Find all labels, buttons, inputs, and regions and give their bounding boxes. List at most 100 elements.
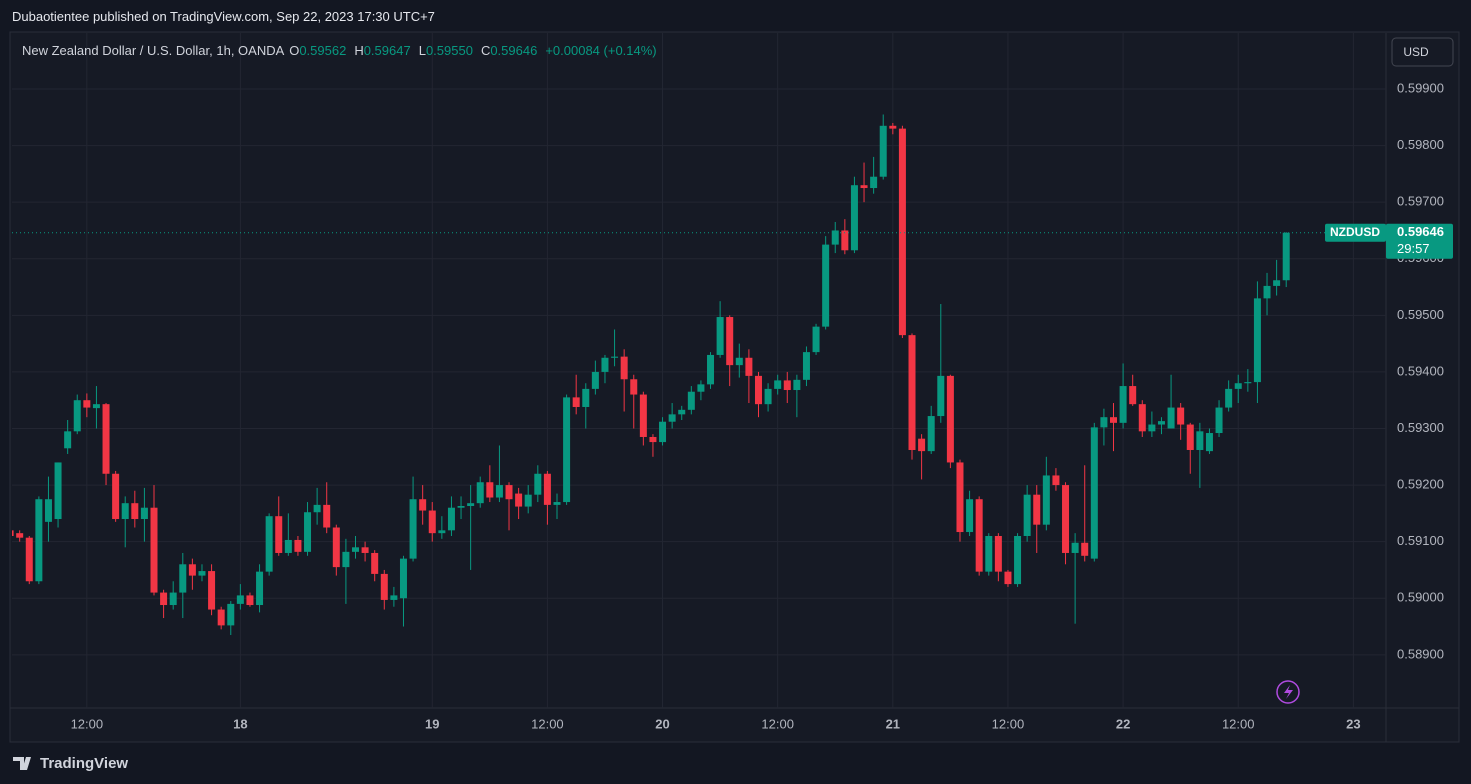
candle-body [236, 595, 244, 604]
candle-body [649, 436, 657, 443]
candle-body [620, 356, 628, 380]
candle-body [92, 404, 100, 409]
candle-body [1090, 427, 1098, 559]
candle-body [1129, 386, 1137, 405]
candle-body [524, 494, 532, 507]
candle-body [802, 352, 810, 380]
candle-body [54, 462, 62, 520]
candle-body [121, 503, 129, 520]
y-tick-label: 0.58900 [1397, 646, 1444, 661]
candle-body [380, 573, 388, 600]
candle-body [457, 506, 465, 508]
x-tick-label: 12:00 [992, 716, 1025, 731]
candle-body [1282, 232, 1290, 281]
x-tick-label: 23 [1346, 716, 1360, 731]
candle-body [1205, 433, 1213, 452]
candle-body [409, 499, 417, 559]
x-tick-label: 19 [425, 716, 439, 731]
candle-body [1253, 298, 1261, 383]
candle-body [332, 527, 340, 568]
countdown-text: 29:57 [1397, 241, 1430, 256]
candle-body [1023, 494, 1031, 536]
candle-body [927, 416, 935, 452]
candle-body [591, 371, 599, 389]
candle-body [966, 499, 974, 533]
candle-body [16, 533, 24, 538]
close-label: C [480, 43, 491, 58]
candle-body [1177, 407, 1185, 425]
high-value: 0.59647 [363, 43, 411, 58]
candle-body [1033, 494, 1041, 525]
candle-body [908, 335, 916, 450]
x-tick-label: 21 [886, 716, 900, 731]
y-tick-label: 0.59800 [1397, 137, 1444, 152]
candle-body [668, 414, 676, 422]
candle-body [563, 397, 571, 503]
candle-body [946, 375, 954, 463]
candle-body [304, 512, 312, 552]
candle-body [1071, 542, 1079, 553]
y-tick-label: 0.59700 [1397, 194, 1444, 209]
candle-body [956, 462, 964, 533]
candle-body [160, 592, 168, 606]
candle-body [1148, 424, 1156, 432]
x-tick-label: 12:00 [1222, 716, 1255, 731]
x-tick-label: 12:00 [531, 716, 564, 731]
candle-body [1234, 383, 1242, 389]
candle-body [169, 592, 177, 606]
candle-body [313, 504, 321, 513]
brand-logo [13, 757, 31, 770]
candle-body [246, 595, 254, 606]
candle-body [361, 547, 369, 553]
grid [12, 33, 1386, 708]
candle-body [227, 603, 235, 626]
change: +0.00084 (+0.14%) [545, 43, 657, 58]
currency-button[interactable] [1391, 37, 1454, 67]
candle-body [1062, 485, 1070, 553]
candle-body [1157, 421, 1165, 425]
candle-body [1225, 388, 1233, 408]
candle-body [543, 473, 551, 505]
candle-body [150, 507, 158, 593]
candle-body [208, 571, 216, 610]
symbol-tag [1325, 223, 1386, 242]
candle-body [1273, 280, 1281, 286]
candle-body [1100, 417, 1108, 428]
candle-body [1186, 424, 1194, 450]
candle-body [476, 482, 484, 504]
symbol-tag-text: NZDUSD [1330, 225, 1380, 239]
price-tag-text: 0.59646 [1397, 224, 1444, 239]
candle-body [822, 244, 830, 327]
candle-body [140, 507, 148, 520]
candle-body [131, 503, 139, 520]
candle-body [1119, 386, 1127, 423]
close-value: 0.59646 [490, 43, 538, 58]
alert-icon[interactable] [1276, 680, 1300, 704]
candle-body [841, 230, 849, 251]
candle-body [774, 380, 782, 389]
high-label: H [354, 43, 364, 58]
candle-body [745, 357, 753, 376]
candle-body [1196, 431, 1204, 450]
candle-body [44, 499, 52, 522]
candle-body [659, 421, 667, 443]
candle-body [793, 379, 801, 391]
candle-body [486, 482, 494, 498]
candle-body [1138, 404, 1146, 432]
candle-body [687, 391, 695, 410]
candle-body [284, 539, 292, 553]
candle-body [918, 438, 926, 452]
candle-body [419, 499, 427, 511]
candle-body [707, 354, 715, 385]
currency-label: USD [1403, 45, 1429, 59]
y-tick-label: 0.59200 [1397, 477, 1444, 492]
open-label: O [289, 43, 300, 58]
candle-body [601, 357, 609, 372]
candle-body [831, 230, 839, 245]
candle-body [735, 357, 743, 366]
candle-body [371, 552, 379, 574]
candle-body [716, 317, 724, 355]
candle-body [217, 609, 225, 626]
candle-body [754, 375, 762, 405]
